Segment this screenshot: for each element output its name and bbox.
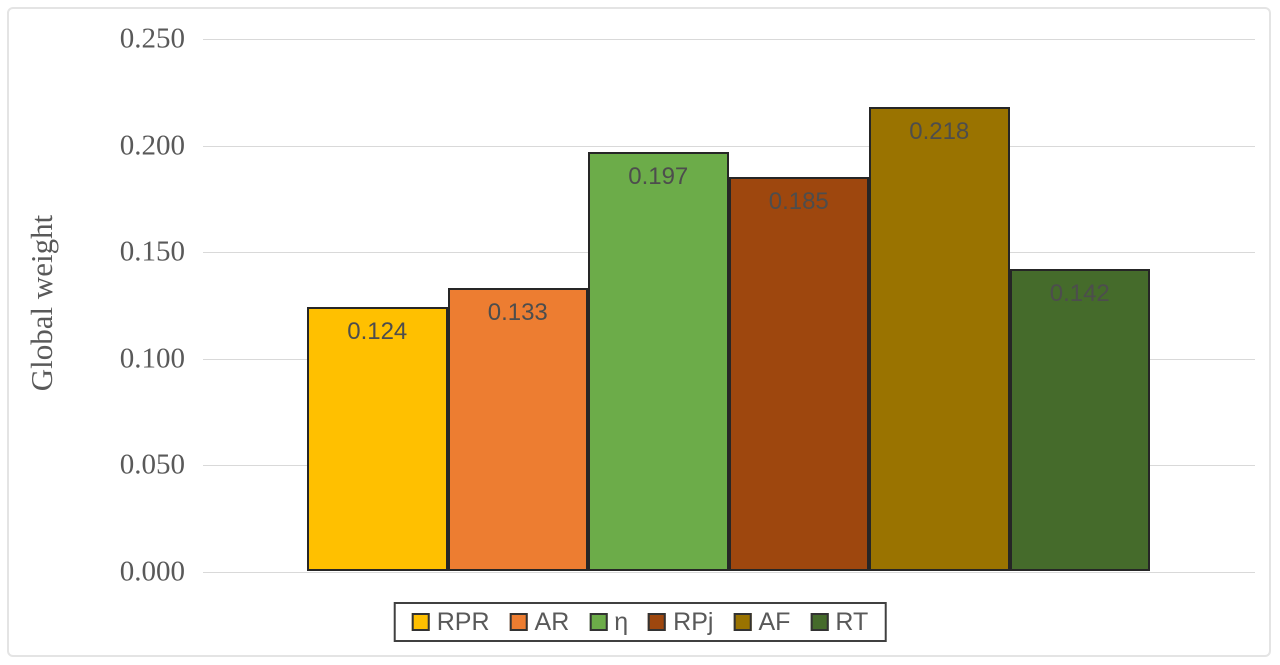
bar-value-label: 0.142 <box>1049 280 1110 308</box>
bar-value-label: 0.124 <box>347 318 408 346</box>
y-tick-label: 0.000 <box>119 555 185 587</box>
bar-rt: 0.142 <box>1009 269 1150 572</box>
bar-af: 0.218 <box>869 107 1010 572</box>
legend-label: RPj <box>673 608 714 636</box>
y-tick-label: 0.050 <box>119 448 185 481</box>
legend-item-eta: η <box>589 609 628 635</box>
legend-label: RT <box>835 608 869 636</box>
legend-item-rpr: RPR <box>411 608 490 636</box>
legend-swatch-ar <box>509 613 528 631</box>
gridline <box>203 39 1255 40</box>
legend-label: AR <box>534 608 570 636</box>
legend-swatch-af <box>733 613 752 631</box>
legend-item-af: AF <box>733 609 790 635</box>
bar-value-label: 0.218 <box>909 118 970 146</box>
bar-value-label: 0.197 <box>628 162 689 190</box>
gridline <box>203 145 1255 147</box>
y-tick-label: 0.250 <box>119 22 185 55</box>
legend-swatch-rpr <box>411 613 430 631</box>
legend-label: η <box>614 608 629 636</box>
y-tick-label: 0.150 <box>119 235 185 268</box>
legend-swatch-rt <box>810 613 829 631</box>
gridline <box>203 571 1255 573</box>
bar-rpj: 0.185 <box>728 177 869 572</box>
legend-swatch-eta <box>589 613 608 631</box>
y-tick-label: 0.100 <box>119 342 185 374</box>
bar-value-label: 0.185 <box>768 188 829 216</box>
legend-label: AF <box>758 608 791 636</box>
bar-ar: 0.133 <box>447 288 588 572</box>
legend-swatch-rpj <box>648 613 667 631</box>
y-axis-title: Global weight <box>24 214 59 392</box>
bar-eta: 0.197 <box>588 151 729 572</box>
y-tick-label: 0.200 <box>119 129 185 161</box>
legend-label: RPR <box>436 608 490 636</box>
bar-value-label: 0.133 <box>487 299 548 327</box>
bar-rpr: 0.124 <box>307 307 448 572</box>
legend-item-rt: RT <box>810 609 868 635</box>
legend-item-ar: AR <box>509 608 570 636</box>
legend-item-rpj: RPj <box>648 609 713 635</box>
legend: RPR AR η RPj AF RT <box>393 602 887 642</box>
